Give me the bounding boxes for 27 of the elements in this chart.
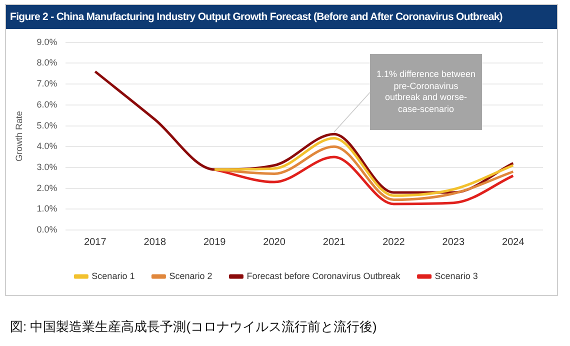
y-axis-title: Growth Rate — [14, 110, 24, 162]
x-tick-label: 2024 — [502, 236, 525, 248]
x-tick-label: 2023 — [442, 236, 465, 248]
x-tick-label: 2017 — [84, 236, 107, 248]
x-tick-label: 2019 — [203, 236, 226, 248]
y-tick-label: 4.0% — [36, 141, 58, 152]
line-series — [213, 137, 514, 197]
y-tick-label: 7.0% — [36, 78, 58, 89]
y-tick-label: 6.0% — [36, 99, 58, 110]
y-tick-label: 8.0% — [36, 58, 58, 68]
legend-label: Scenario 2 — [169, 270, 212, 281]
legend-label: Forecast before Coronavirus Outbreak — [246, 270, 401, 281]
legend-label: Scenario 1 — [92, 270, 135, 281]
chart-title: Figure 2 - China Manufacturing Industry Output Growth Forecast (Before and After Coronavirus Outbreak) — [6, 5, 557, 29]
y-tick-label: 1.0% — [36, 204, 58, 214]
x-tick-label: 2020 — [263, 236, 286, 248]
y-tick-label: 5.0% — [36, 120, 58, 130]
x-tick-label: 2018 — [144, 236, 166, 248]
y-tick-label: 3.0% — [36, 162, 58, 172]
x-tick-label: 2022 — [382, 236, 406, 248]
x-tick-label: 2021 — [322, 236, 346, 248]
callout-box: 1.1% difference between pre-Coronavirus outbreak and worse-case-scenario — [370, 54, 482, 130]
y-tick-label: 0.0% — [36, 224, 58, 234]
y-tick-label: 2.0% — [36, 182, 58, 193]
y-tick-label: 9.0% — [36, 36, 58, 47]
text: 図: 中国製造業生産高成長予測(コロナウイルス流行前と流行後) — [10, 318, 377, 336]
legend-label: Scenario 3 — [434, 270, 478, 281]
